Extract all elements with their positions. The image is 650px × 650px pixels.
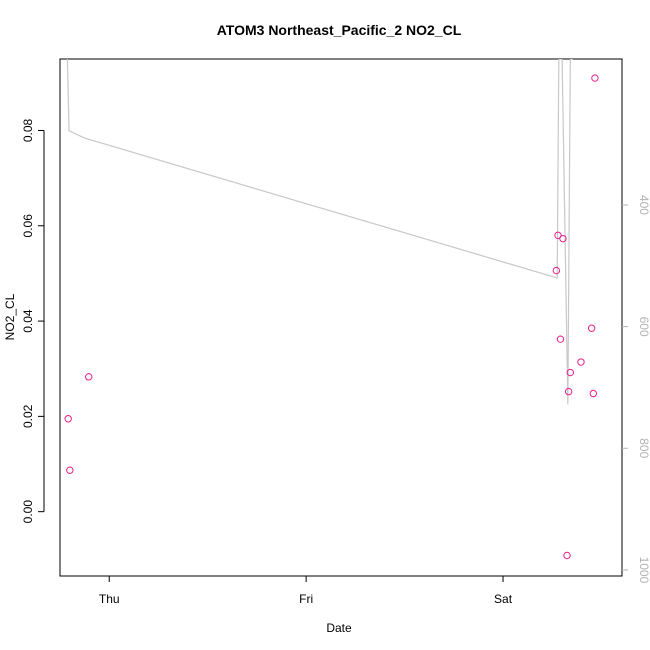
no2-point-series xyxy=(64,74,599,560)
y-tick-label: 0.06 xyxy=(21,214,35,238)
y-tick-label: 0.08 xyxy=(21,118,35,142)
data-point xyxy=(591,74,599,82)
x-axis-title: Date xyxy=(326,621,352,635)
data-point xyxy=(552,266,561,275)
chart-title: ATOM3 Northeast_Pacific_2 NO2_CL xyxy=(217,22,462,38)
data-point xyxy=(559,234,567,243)
altitude-line-series xyxy=(66,59,573,405)
y-tick-label: 0.00 xyxy=(21,500,35,524)
y2-tick-label: 800 xyxy=(637,438,650,458)
axes: Thu Fri Sat 0.00 0.02 0.04 0.06 0.08 400 600 800 10… xyxy=(21,118,650,606)
plot-area xyxy=(59,58,623,577)
data-point xyxy=(564,387,573,396)
y-tick-label: 0.04 xyxy=(21,309,35,333)
y-axis-title: NO2_CL xyxy=(3,293,17,340)
x-tick-label: Thu xyxy=(99,592,120,606)
data-point xyxy=(66,466,74,474)
data-point xyxy=(85,373,93,381)
x-tick-label: Sat xyxy=(494,592,513,606)
y2-tick-label: 1000 xyxy=(637,557,650,584)
y-tick-label: 0.02 xyxy=(21,404,35,428)
data-point xyxy=(563,551,571,560)
data-point xyxy=(577,358,585,366)
data-point xyxy=(64,415,72,423)
y2-tick-label: 400 xyxy=(637,195,650,215)
data-point xyxy=(589,389,597,398)
data-point xyxy=(556,335,565,343)
data-point xyxy=(566,368,575,377)
altitude-line xyxy=(66,59,573,405)
plot-frame xyxy=(59,58,623,577)
y2-tick-label: 600 xyxy=(637,317,650,337)
x-tick-label: Fri xyxy=(299,592,313,606)
data-point xyxy=(554,231,562,240)
data-point xyxy=(587,324,596,332)
